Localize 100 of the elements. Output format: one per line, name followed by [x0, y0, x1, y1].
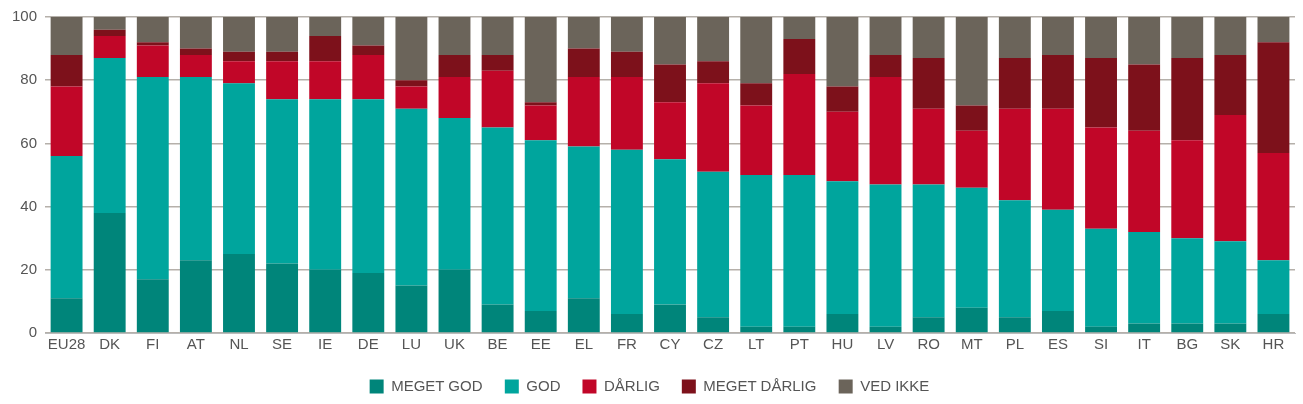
bar [826, 314, 859, 333]
bar [93, 212, 126, 333]
bar [1041, 108, 1074, 210]
bar [955, 105, 988, 131]
bar [223, 254, 255, 333]
bar [1085, 228, 1117, 327]
bar [955, 307, 988, 333]
bar [654, 64, 686, 103]
bar [481, 127, 514, 305]
y-tick-label: 20 [20, 259, 38, 277]
x-tick-label: HU [831, 335, 854, 353]
bar [223, 61, 255, 84]
bar [524, 140, 557, 311]
bar [567, 48, 600, 78]
x-tick-label: FI [146, 335, 160, 353]
x-tick-label: HR [1262, 335, 1285, 353]
bar [783, 175, 816, 327]
bar [352, 17, 385, 46]
bar [697, 317, 730, 333]
bar [998, 58, 1031, 109]
bar [136, 42, 169, 46]
bar [179, 17, 212, 49]
bar [524, 102, 557, 106]
x-tick-label: MT [960, 335, 983, 353]
bar [1214, 241, 1247, 324]
bar [567, 298, 600, 333]
bar [1214, 54, 1247, 115]
bar [567, 77, 600, 147]
bar [50, 298, 83, 333]
bar [740, 17, 773, 84]
bar [955, 187, 988, 308]
bar [524, 105, 557, 141]
bar [998, 200, 1031, 318]
bar [1171, 17, 1204, 59]
bar [223, 83, 255, 254]
bar [352, 272, 385, 333]
bar [179, 54, 212, 78]
bar [1257, 260, 1290, 315]
bar [524, 17, 557, 103]
bar [395, 17, 428, 81]
bar [610, 51, 643, 78]
bar [740, 83, 773, 106]
bar [1128, 17, 1161, 65]
bar [136, 45, 169, 78]
bar [1085, 127, 1117, 229]
bar [826, 181, 859, 315]
bar [912, 184, 945, 318]
bar [223, 51, 255, 62]
legend-label: MEGET GOD [391, 376, 483, 394]
bar [395, 80, 428, 87]
bar [610, 149, 643, 315]
x-tick-label: BE [487, 335, 508, 353]
bar [179, 260, 212, 333]
bar [1257, 42, 1290, 153]
bar [998, 317, 1031, 333]
bar [697, 17, 730, 62]
bar [266, 99, 299, 264]
bar [955, 130, 988, 188]
bar [826, 111, 859, 182]
y-tick-label: 40 [20, 196, 38, 214]
bar [481, 54, 514, 71]
bar [50, 86, 83, 157]
bar [783, 326, 816, 333]
bar [1257, 152, 1290, 261]
bar [309, 99, 342, 270]
bar [740, 105, 773, 175]
x-tick-label: PL [1005, 335, 1025, 353]
bar [136, 279, 169, 333]
x-tick-label: BG [1176, 335, 1199, 353]
bar [740, 175, 773, 327]
bar [610, 314, 643, 333]
x-tick-label: IT [1137, 335, 1151, 353]
x-tick-label: PT [789, 335, 809, 353]
bar [136, 77, 169, 280]
bar [697, 171, 730, 318]
x-tick-label: CZ [703, 335, 724, 353]
x-tick-label: EE [530, 335, 551, 353]
x-tick-label: LT [748, 335, 765, 353]
bar [438, 118, 471, 270]
bar [740, 326, 773, 333]
bar [1128, 231, 1161, 324]
x-tick-label: EU28 [47, 335, 86, 353]
bar [93, 17, 126, 30]
bar [50, 156, 83, 299]
bar [179, 48, 212, 55]
bar [1041, 209, 1074, 311]
x-tick-label: LU [401, 335, 421, 353]
bar [438, 77, 471, 119]
x-tick-label: DE [357, 335, 379, 353]
legend-label: MEGET DÅRLIG [703, 376, 817, 394]
bar [524, 310, 557, 333]
x-tick-label: DK [99, 335, 121, 353]
bar [1171, 58, 1204, 141]
bar [567, 17, 600, 49]
bar [481, 70, 514, 128]
bar [50, 17, 83, 55]
y-tick-label: 100 [12, 7, 38, 25]
bar [955, 17, 988, 106]
bar [912, 108, 945, 185]
bar [481, 17, 514, 55]
